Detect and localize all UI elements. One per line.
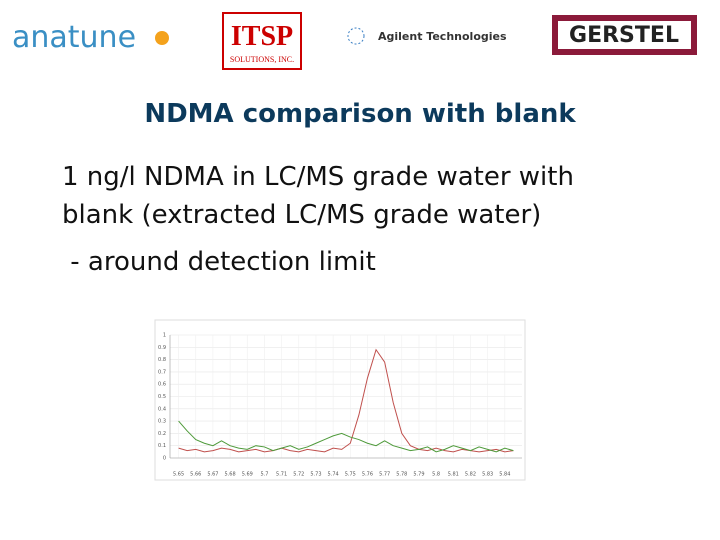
series-line [178, 348, 514, 453]
x-tick-label: 5.7 [260, 472, 268, 478]
y-tick-label: 0.5 [158, 394, 166, 400]
x-tick-label: 5.83 [482, 472, 493, 478]
agilent-logo: Agilent Technologies [378, 30, 507, 43]
x-tick-label: 5.73 [310, 472, 321, 478]
x-tick-label: 5.77 [379, 472, 390, 478]
y-tick-label: 1 [163, 333, 166, 339]
x-tick-label: 5.79 [413, 472, 424, 478]
x-tick-label: 5.75 [345, 472, 356, 478]
logo-star [155, 31, 169, 45]
x-tick-label: 5.81 [448, 472, 459, 478]
y-tick-label: 0.3 [158, 419, 166, 425]
x-tick-label: 5.82 [465, 472, 476, 478]
y-tick-label: 0.2 [158, 431, 166, 437]
x-tick-label: 5.8 [432, 472, 440, 478]
body-line: - around detection limit [62, 247, 376, 277]
x-tick-label: 5.72 [293, 472, 304, 478]
x-tick-label: 5.78 [396, 472, 407, 478]
y-tick-label: 0.8 [158, 357, 166, 363]
x-tick-label: 5.69 [242, 472, 253, 478]
slide-title: NDMA comparison with blank [144, 99, 576, 129]
x-tick-label: 5.71 [276, 472, 287, 478]
itsp-frame [222, 12, 302, 70]
body-line: 1 ng/l NDMA in LC/MS grade water with [62, 162, 574, 192]
chart: 0 0.1 0.2 0.3 0.4 0.5 0.6 0.7 0.8 0.9 1 5.65 5.66 5.6… [158, 333, 522, 478]
anatune-logo: anatune [12, 20, 136, 55]
y-tick-label: 0.4 [158, 406, 166, 412]
y-tick-label: 0.6 [158, 382, 166, 388]
x-tick-label: 5.67 [207, 472, 218, 478]
agilent-mark [347, 27, 365, 45]
logo-bar: anatune ITSP SOLUTIONS, INC. Agilent Tec… [12, 12, 697, 70]
series-line [178, 420, 514, 453]
x-tick-label: 5.66 [190, 472, 201, 478]
x-tick-label: 5.84 [499, 472, 510, 478]
gerstel-logo: GERSTEL [569, 23, 679, 48]
y-tick-label: 0.1 [158, 443, 166, 449]
x-tick-label: 5.76 [362, 472, 373, 478]
y-tick-label: 0.9 [158, 345, 166, 351]
body-line: blank (extracted LC/MS grade water) [62, 200, 541, 230]
y-tick-label: 0.7 [158, 369, 166, 375]
y-tick-label: 0 [163, 456, 166, 462]
itsp-logo: ITSP [231, 21, 293, 52]
gerstel-inner [558, 21, 691, 49]
x-tick-label: 5.74 [328, 472, 339, 478]
x-tick-label: 5.68 [225, 472, 236, 478]
itsp-sub: SOLUTIONS, INC. [230, 55, 294, 64]
x-tick-label: 5.65 [173, 472, 184, 478]
chart-frame [154, 319, 526, 481]
